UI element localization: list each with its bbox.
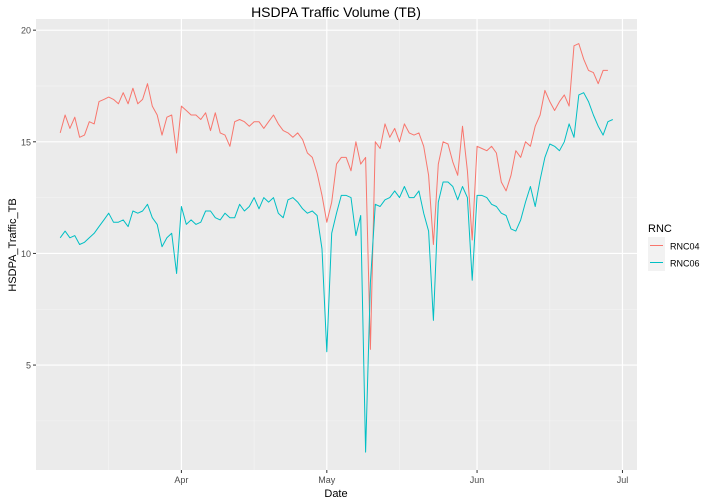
x-tick-label: Apr [174,475,188,485]
y-tick-label: 10 [21,249,31,259]
series-line-rnc04 [59,43,608,350]
x-tick-label: May [318,475,336,485]
axis-ticks: Apr May Jun Jul 5 10 15 20 [21,26,628,485]
y-tick-label: 15 [21,137,31,147]
y-axis-title: HSDPA_Traffic_TB [7,198,19,291]
y-tick-label: 20 [21,26,31,36]
legend-label-rnc04: RNC04 [670,242,700,252]
legend: RNC RNC04 RNC06 [648,223,700,271]
legend-item-rnc06: RNC06 [648,254,700,271]
series-layer [59,43,614,453]
legend-title: RNC [648,223,672,235]
legend-label-rnc06: RNC06 [670,259,700,269]
plot-panel [36,19,637,470]
x-tick-label: Jun [470,475,485,485]
series-line-rnc06 [59,92,614,453]
legend-item-rnc04: RNC04 [648,237,700,254]
x-axis-title: Date [324,488,347,500]
chart-title: HSDPA Traffic Volume (TB) [251,4,421,20]
grid [36,19,637,470]
y-tick-label: 5 [26,361,31,371]
x-tick-label: Jul [617,475,629,485]
